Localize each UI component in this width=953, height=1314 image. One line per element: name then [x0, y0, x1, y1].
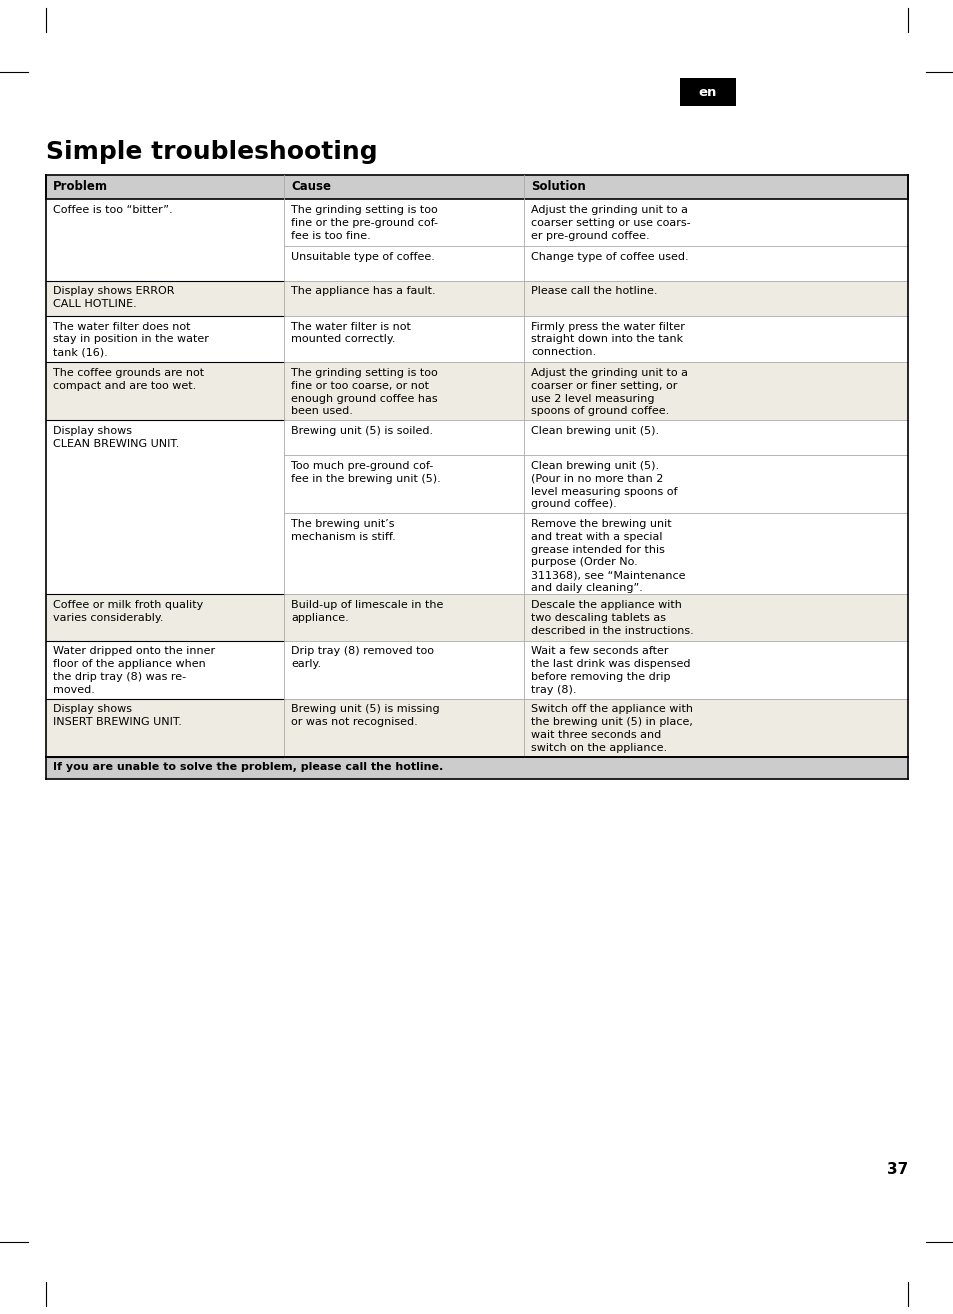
FancyBboxPatch shape [46, 699, 284, 757]
FancyBboxPatch shape [523, 699, 907, 757]
Text: The water filter does not
stay in position in the water
tank (16).: The water filter does not stay in positi… [53, 322, 209, 357]
FancyBboxPatch shape [284, 512, 523, 594]
FancyBboxPatch shape [523, 640, 907, 699]
FancyBboxPatch shape [46, 315, 284, 361]
Text: Switch off the appliance with
the brewing unit (5) in place,
wait three seconds : Switch off the appliance with the brewin… [531, 704, 692, 753]
Text: Adjust the grinding unit to a
coarser setting or use coars-
er pre-ground coffee: Adjust the grinding unit to a coarser se… [531, 205, 690, 240]
FancyBboxPatch shape [284, 280, 523, 315]
Text: Please call the hotline.: Please call the hotline. [531, 286, 657, 297]
Text: Too much pre-ground cof-
fee in the brewing unit (5).: Too much pre-ground cof- fee in the brew… [291, 461, 440, 484]
FancyBboxPatch shape [46, 280, 284, 315]
Text: 37: 37 [886, 1163, 907, 1177]
FancyBboxPatch shape [523, 315, 907, 361]
FancyBboxPatch shape [523, 512, 907, 594]
FancyBboxPatch shape [284, 420, 523, 455]
FancyBboxPatch shape [284, 198, 523, 246]
Text: The appliance has a fault.: The appliance has a fault. [291, 286, 436, 297]
FancyBboxPatch shape [46, 361, 284, 420]
FancyBboxPatch shape [523, 246, 907, 280]
FancyBboxPatch shape [284, 594, 523, 640]
Text: The grinding setting is too
fine or the pre-ground cof-
fee is too fine.: The grinding setting is too fine or the … [291, 205, 437, 240]
Text: Cause: Cause [291, 180, 331, 193]
FancyBboxPatch shape [523, 280, 907, 315]
Text: Clean brewing unit (5).
(Pour in no more than 2
level measuring spoons of
ground: Clean brewing unit (5). (Pour in no more… [531, 461, 677, 510]
FancyBboxPatch shape [523, 198, 907, 246]
FancyBboxPatch shape [523, 455, 907, 512]
Text: Coffee is too “bitter”.: Coffee is too “bitter”. [53, 205, 172, 215]
Text: en: en [699, 85, 717, 99]
Text: Coffee or milk froth quality
varies considerably.: Coffee or milk froth quality varies cons… [53, 600, 203, 623]
Text: Descale the appliance with
two descaling tablets as
described in the instruction: Descale the appliance with two descaling… [531, 600, 693, 636]
Text: The brewing unit’s
mechanism is stiff.: The brewing unit’s mechanism is stiff. [291, 519, 395, 541]
FancyBboxPatch shape [523, 420, 907, 455]
Text: Solution: Solution [531, 180, 585, 193]
Text: Brewing unit (5) is missing
or was not recognised.: Brewing unit (5) is missing or was not r… [291, 704, 439, 728]
FancyBboxPatch shape [284, 455, 523, 512]
FancyBboxPatch shape [284, 361, 523, 420]
FancyBboxPatch shape [284, 699, 523, 757]
Text: If you are unable to solve the problem, please call the hotline.: If you are unable to solve the problem, … [53, 762, 443, 773]
Text: Water dripped onto the inner
floor of the appliance when
the drip tray (8) was r: Water dripped onto the inner floor of th… [53, 646, 214, 695]
Text: Firmly press the water filter
straight down into the tank
connection.: Firmly press the water filter straight d… [531, 322, 684, 357]
Text: The coffee grounds are not
compact and are too wet.: The coffee grounds are not compact and a… [53, 368, 204, 390]
FancyBboxPatch shape [46, 175, 907, 198]
FancyBboxPatch shape [46, 198, 284, 280]
FancyBboxPatch shape [46, 640, 284, 699]
Text: Display shows ERROR
CALL HOTLINE.: Display shows ERROR CALL HOTLINE. [53, 286, 174, 309]
Text: Display shows
INSERT BREWING UNIT.: Display shows INSERT BREWING UNIT. [53, 704, 182, 728]
Text: The grinding setting is too
fine or too coarse, or not
enough ground coffee has
: The grinding setting is too fine or too … [291, 368, 437, 417]
Text: Clean brewing unit (5).: Clean brewing unit (5). [531, 426, 659, 436]
FancyBboxPatch shape [284, 640, 523, 699]
FancyBboxPatch shape [46, 594, 284, 640]
Text: The water filter is not
mounted correctly.: The water filter is not mounted correctl… [291, 322, 411, 344]
Text: Problem: Problem [53, 180, 108, 193]
Text: Display shows
CLEAN BREWING UNIT.: Display shows CLEAN BREWING UNIT. [53, 426, 179, 449]
FancyBboxPatch shape [46, 420, 284, 594]
Text: Brewing unit (5) is soiled.: Brewing unit (5) is soiled. [291, 426, 433, 436]
Text: Remove the brewing unit
and treat with a special
grease intended for this
purpos: Remove the brewing unit and treat with a… [531, 519, 685, 593]
Text: Drip tray (8) removed too
early.: Drip tray (8) removed too early. [291, 646, 434, 669]
Text: Change type of coffee used.: Change type of coffee used. [531, 251, 688, 261]
FancyBboxPatch shape [523, 361, 907, 420]
FancyBboxPatch shape [46, 757, 907, 778]
FancyBboxPatch shape [284, 315, 523, 361]
FancyBboxPatch shape [523, 594, 907, 640]
FancyBboxPatch shape [679, 78, 735, 106]
Text: Wait a few seconds after
the last drink was dispensed
before removing the drip
t: Wait a few seconds after the last drink … [531, 646, 690, 695]
Text: Simple troubleshooting: Simple troubleshooting [46, 141, 377, 164]
Text: Build-up of limescale in the
appliance.: Build-up of limescale in the appliance. [291, 600, 443, 623]
FancyBboxPatch shape [284, 246, 523, 280]
Text: Unsuitable type of coffee.: Unsuitable type of coffee. [291, 251, 435, 261]
Text: Adjust the grinding unit to a
coarser or finer setting, or
use 2 level measuring: Adjust the grinding unit to a coarser or… [531, 368, 687, 417]
